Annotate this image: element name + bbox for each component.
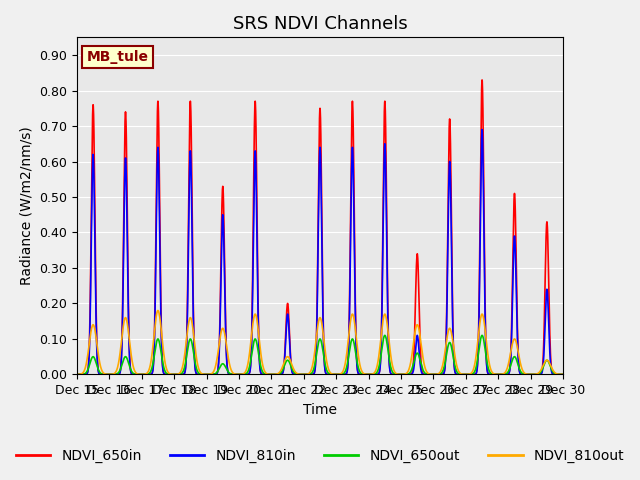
- X-axis label: Time: Time: [303, 403, 337, 417]
- NDVI_650in: [559, 372, 567, 377]
- NDVI_650in: [550, 372, 557, 377]
- Line: NDVI_810out: NDVI_810out: [77, 311, 563, 374]
- NDVI_650out: [129, 370, 136, 375]
- NDVI_810in: [129, 372, 136, 377]
- NDVI_650out: [559, 372, 567, 377]
- Line: NDVI_650in: NDVI_650in: [77, 80, 563, 374]
- NDVI_650out: [259, 370, 267, 376]
- NDVI_810in: [259, 372, 267, 377]
- NDVI_810in: [280, 360, 288, 366]
- Text: MB_tule: MB_tule: [86, 50, 148, 64]
- NDVI_810in: [73, 372, 81, 377]
- NDVI_810in: [559, 372, 567, 377]
- Legend: NDVI_650in, NDVI_810in, NDVI_650out, NDVI_810out: NDVI_650in, NDVI_810in, NDVI_650out, NDV…: [10, 444, 630, 468]
- NDVI_650out: [550, 370, 557, 375]
- NDVI_650in: [478, 77, 486, 83]
- Title: SRS NDVI Channels: SRS NDVI Channels: [232, 15, 408, 33]
- NDVI_810out: [559, 372, 567, 377]
- Line: NDVI_650out: NDVI_650out: [77, 336, 563, 374]
- NDVI_810in: [478, 127, 486, 132]
- NDVI_650in: [129, 372, 136, 377]
- NDVI_650in: [280, 358, 288, 364]
- NDVI_810in: [497, 372, 505, 377]
- NDVI_650out: [73, 372, 81, 377]
- NDVI_810out: [497, 372, 505, 377]
- Y-axis label: Radiance (W/m2/nm/s): Radiance (W/m2/nm/s): [20, 127, 34, 285]
- NDVI_650out: [497, 372, 505, 377]
- NDVI_810out: [154, 308, 162, 313]
- NDVI_810in: [157, 328, 165, 334]
- NDVI_650out: [157, 350, 165, 356]
- NDVI_650in: [157, 319, 165, 325]
- NDVI_650in: [259, 372, 267, 377]
- Line: NDVI_810in: NDVI_810in: [77, 130, 563, 374]
- NDVI_810out: [157, 328, 165, 334]
- NDVI_810in: [550, 372, 557, 377]
- NDVI_810out: [281, 359, 289, 364]
- NDVI_810out: [73, 372, 81, 377]
- NDVI_810out: [260, 365, 268, 371]
- NDVI_650in: [73, 372, 81, 377]
- NDVI_650out: [280, 363, 288, 369]
- NDVI_810in: [429, 372, 437, 377]
- NDVI_650out: [381, 333, 388, 338]
- NDVI_650in: [497, 372, 505, 377]
- NDVI_810out: [550, 368, 557, 374]
- NDVI_810out: [129, 359, 136, 365]
